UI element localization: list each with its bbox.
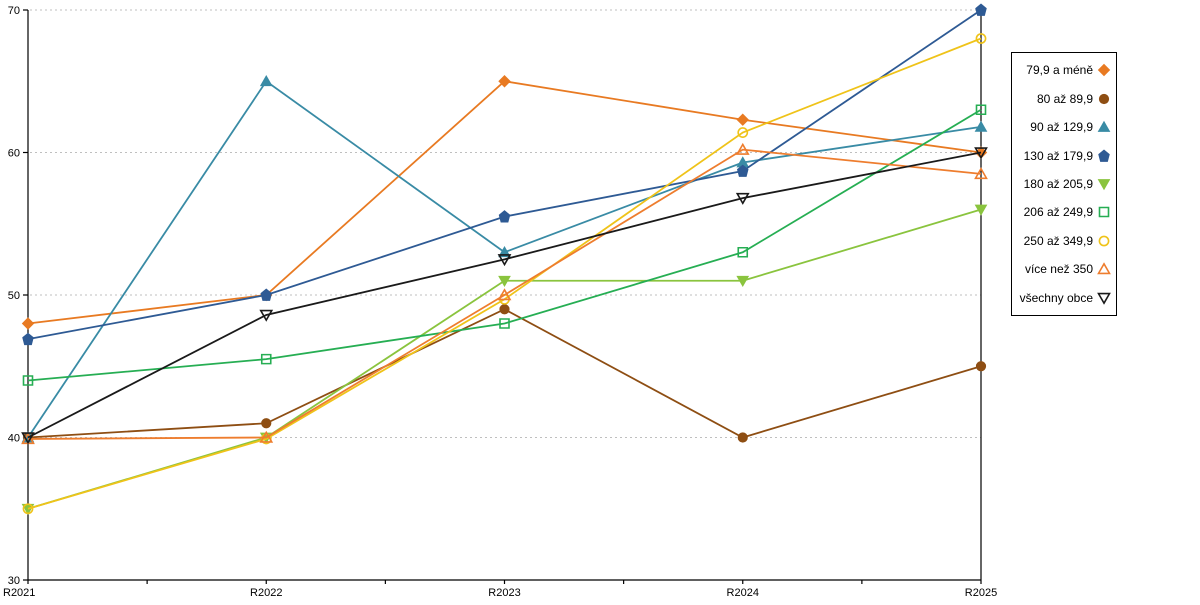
circle-icon [1098, 235, 1110, 247]
triangle-up-icon-shape [1097, 262, 1111, 275]
circle-marker [737, 432, 748, 443]
circle-icon-shape [1098, 93, 1110, 104]
x-tick-label: R2025 [965, 587, 997, 599]
x-tick-label: R2023 [488, 587, 520, 599]
triangle-down-marker [259, 309, 274, 322]
circle-icon [1098, 93, 1110, 104]
legend-label: 250 až 349,9 [1023, 233, 1093, 248]
circle-marker [499, 304, 510, 315]
pentagon-marker [22, 332, 34, 346]
legend-label: 90 až 129,9 [1030, 120, 1093, 135]
pentagon-icon-shape [1098, 149, 1110, 162]
series-vsechny-obce [21, 147, 988, 445]
y-tick-label: 30 [8, 575, 20, 587]
diamond-marker [498, 75, 511, 88]
legend-label: všechny obce [1019, 290, 1093, 305]
circle-marker [975, 33, 987, 44]
pentagon-marker [975, 3, 987, 16]
pentagon-marker [498, 210, 511, 223]
legend-item-80-az-89-9: 80 až 89,9 [1012, 85, 1116, 112]
series-80-az-89-9 [22, 304, 987, 443]
triangle-down-icon [1097, 292, 1111, 305]
triangle-down-icon-shape [1097, 292, 1111, 305]
triangle-up-marker [735, 142, 750, 155]
triangle-down-icon-shape [1097, 179, 1111, 191]
pentagon-marker [260, 288, 273, 301]
triangle-down-marker [974, 204, 988, 216]
circle-marker [737, 127, 749, 138]
series-250-az-349-9 [22, 33, 987, 515]
legend-label: 180 až 205,9 [1023, 176, 1093, 191]
y-tick-label: 50 [8, 290, 20, 302]
square-marker [499, 318, 510, 329]
series-line-79-9-a-mene [27, 80, 982, 325]
series-line-206-az-249-9 [27, 108, 982, 382]
legend-item-vsechny-obce: všechny obce [1012, 284, 1116, 311]
pentagon-icon [1098, 149, 1110, 162]
series-line-vsechny-obce [27, 151, 982, 439]
legend-label: 80 až 89,9 [1036, 91, 1093, 106]
triangle-up-icon [1097, 120, 1111, 132]
square-marker [975, 104, 987, 116]
legend-item-130-az-179-9: 130 až 179,9 [1012, 142, 1116, 169]
triangle-up-marker [974, 167, 988, 180]
triangle-down-marker [497, 254, 512, 267]
square-icon-shape [1098, 207, 1110, 218]
triangle-up-marker [974, 120, 988, 132]
triangle-down-marker [736, 275, 750, 287]
pentagon-marker [736, 164, 749, 177]
diamond-icon [1097, 64, 1111, 77]
y-tick-label: 70 [8, 5, 20, 17]
legend-item-180-az-205-9: 180 až 205,9 [1012, 170, 1116, 197]
circle-icon-shape [1098, 235, 1110, 247]
triangle-down-marker [974, 147, 988, 160]
square-icon [1098, 207, 1110, 218]
y-tick-label: 40 [8, 433, 20, 445]
legend-item-206-az-249-9: 206 až 249,9 [1012, 199, 1116, 226]
legend-label: 130 až 179,9 [1023, 148, 1093, 163]
series-206-az-249-9 [22, 104, 987, 386]
legend-label: 206 až 249,9 [1023, 205, 1093, 220]
legend-item-250-az-349-9: 250 až 349,9 [1012, 227, 1116, 254]
square-marker [260, 353, 272, 365]
square-marker [22, 375, 34, 386]
triangle-down-marker [21, 432, 35, 445]
triangle-down-icon [1097, 179, 1111, 191]
triangle-down-marker [498, 275, 511, 287]
legend-item-90-az-129-9: 90 až 129,9 [1012, 114, 1116, 141]
legend-label: 79,9 a méně [1026, 63, 1093, 78]
square-marker [737, 246, 749, 258]
series-line-vice-nez-350 [27, 148, 982, 440]
x-tick-label: R2022 [250, 587, 282, 599]
triangle-up-icon-shape [1097, 120, 1111, 132]
triangle-up-marker [259, 75, 273, 87]
legend-item-79-9-a-mene: 79,9 a méně [1012, 57, 1116, 84]
legend-label: více než 350 [1024, 262, 1093, 277]
triangle-up-marker [497, 288, 512, 301]
triangle-down-marker [735, 192, 750, 205]
y-tick-label: 60 [8, 148, 20, 160]
x-tick-label: R2021 [3, 587, 35, 599]
diamond-marker [736, 113, 749, 126]
legend-box: 79,9 a méně 80 až 89,9 90 až 129,9 130 až 1… [1011, 52, 1117, 316]
x-tick-label: R2024 [727, 587, 759, 599]
diamond-icon-shape [1097, 64, 1111, 77]
diamond-marker [21, 317, 35, 330]
series-130-az-179-9 [22, 3, 987, 346]
circle-marker [975, 361, 987, 372]
circle-marker [261, 418, 272, 429]
triangle-up-icon [1097, 262, 1111, 275]
triangle-up-marker [259, 430, 274, 443]
legend-item-vice-nez-350: více než 350 [1012, 256, 1116, 283]
circle-marker [22, 503, 34, 515]
